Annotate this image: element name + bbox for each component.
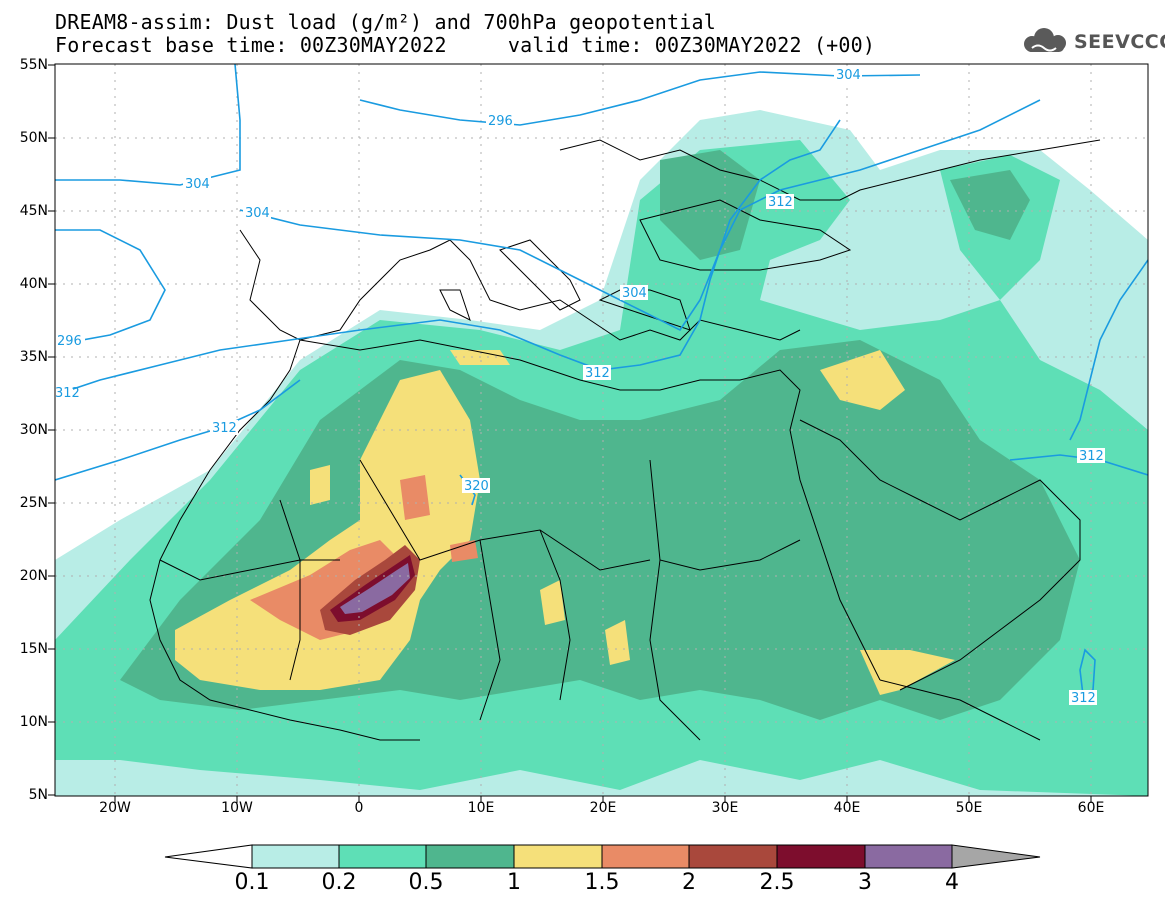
- lat-label: 50N: [19, 130, 48, 146]
- map-subtitle: Forecast base time: 00Z30MAY2022 valid t…: [55, 33, 876, 57]
- map-title: DREAM8-assim: Dust load (g/m²) and 700hP…: [55, 10, 717, 34]
- colorbar-low-arrow: [164, 844, 253, 869]
- contour-label: 296: [57, 334, 82, 349]
- lon-label: 10E: [467, 800, 495, 816]
- colorbar-tick: 3: [858, 870, 872, 895]
- contour-label: 312: [768, 195, 793, 210]
- contour-label: 312: [1071, 691, 1096, 706]
- lat-label: 15N: [19, 641, 48, 657]
- lon-label: 10W: [221, 800, 253, 816]
- lat-label: 40N: [19, 276, 48, 292]
- contour-label: 304: [245, 206, 270, 221]
- contour-label: 312: [212, 421, 237, 436]
- contour-label: 312: [55, 386, 80, 401]
- contour-label: 312: [585, 366, 610, 381]
- contour-labels: 304 296 304 304 312 296 304 312 312 320 …: [55, 67, 1105, 706]
- colorbar-tick: 1: [507, 870, 521, 895]
- lon-label: 0: [354, 800, 364, 816]
- grid-lines: [55, 64, 1148, 796]
- colorbar-tick: 1.5: [584, 870, 620, 895]
- colorbar-bin: [864, 844, 953, 869]
- coastlines: [149, 139, 1101, 741]
- colorbar-bin: [251, 844, 340, 869]
- colorbar-tick: 2: [682, 870, 696, 895]
- colorbar-bin: [338, 844, 427, 869]
- lat-label: 25N: [19, 495, 48, 511]
- lon-label: 30E: [711, 800, 739, 816]
- contour-label: 304: [622, 286, 647, 301]
- colorbar-tick: 2.5: [759, 870, 795, 895]
- lat-label: 30N: [19, 422, 48, 438]
- lat-label: 45N: [19, 203, 48, 219]
- dust-band-1: [175, 370, 480, 690]
- lat-label: 35N: [19, 349, 48, 365]
- contour-label: 320: [464, 479, 489, 494]
- colorbar-bin: [776, 844, 866, 869]
- colorbar-tick: 0.5: [408, 870, 444, 895]
- contour-label: 296: [488, 114, 513, 129]
- logo-text: SEEVCCC: [1074, 31, 1165, 53]
- lat-label: 20N: [19, 568, 48, 584]
- contour-label: 304: [185, 177, 210, 192]
- lon-label: 20E: [589, 800, 617, 816]
- colorbar-bin: [601, 844, 690, 869]
- lon-label: 20W: [99, 800, 131, 816]
- colorbar-tick: 0.2: [321, 870, 357, 895]
- contour-label: 312: [1079, 449, 1104, 464]
- colorbar-bin: [513, 844, 603, 869]
- colorbar-high-arrow: [951, 844, 1041, 869]
- lat-label: 10N: [19, 714, 48, 730]
- cloud-logo-icon: [1024, 28, 1066, 52]
- lon-label: 40E: [833, 800, 861, 816]
- colorbar-tick: 4: [945, 870, 959, 895]
- colorbar-tick: 0.1: [234, 870, 270, 895]
- colorbar-bin: [688, 844, 778, 869]
- colorbar: [164, 844, 1041, 869]
- colorbar-bin: [425, 844, 515, 869]
- lon-label: 50E: [955, 800, 983, 816]
- lon-label: 60E: [1077, 800, 1105, 816]
- contour-label: 304: [836, 68, 861, 83]
- axis-ticks: [48, 64, 1092, 803]
- lat-label: 55N: [19, 57, 48, 73]
- lat-label: 5N: [28, 787, 48, 803]
